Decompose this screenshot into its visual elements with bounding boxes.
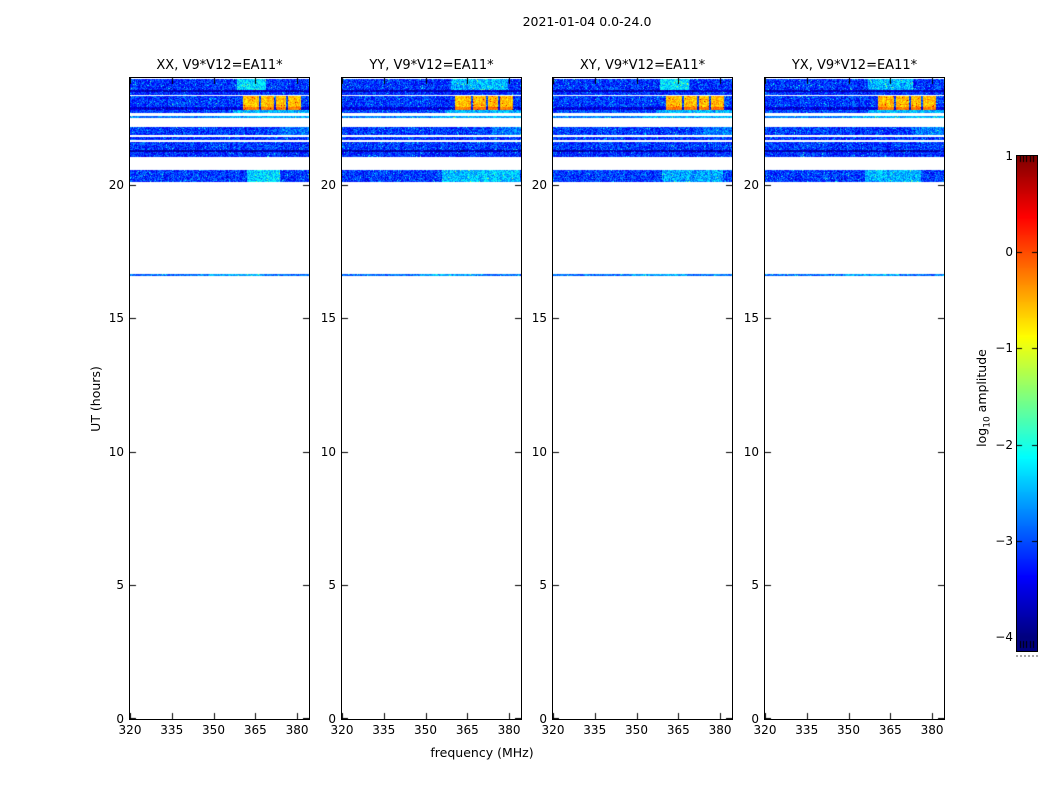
x-tick-label: 365 bbox=[878, 723, 902, 737]
x-tick-label: 320 bbox=[541, 723, 565, 737]
x-tick-label: 365 bbox=[243, 723, 267, 737]
colorbar-label-subscript: 10 bbox=[982, 416, 993, 428]
spectrogram-canvas-yy bbox=[342, 78, 521, 719]
x-tick-label: 335 bbox=[372, 723, 396, 737]
y-tick-label: 5 bbox=[328, 578, 336, 593]
x-axis-label: frequency (MHz) bbox=[430, 745, 534, 760]
spectrogram-canvas-xy bbox=[553, 78, 732, 719]
x-tick-label: 320 bbox=[753, 723, 777, 737]
x-tick-label: 350 bbox=[625, 723, 648, 737]
y-tick-label: 20 bbox=[531, 177, 547, 192]
figure-title: 2021-01-04 0.0-24.0 bbox=[522, 14, 652, 29]
y-tick-label: 10 bbox=[531, 444, 547, 459]
x-tick-label: 365 bbox=[455, 723, 479, 737]
spectrogram-panel-xx bbox=[129, 77, 310, 720]
colorbar-label-prefix: log bbox=[974, 427, 989, 447]
y-tick-label: 5 bbox=[539, 578, 547, 593]
colorbar bbox=[1016, 155, 1038, 652]
y-axis-label: UT (hours) bbox=[88, 366, 103, 432]
spectrogram-canvas-xx bbox=[130, 78, 309, 719]
x-tick-label: 380 bbox=[285, 723, 309, 737]
y-tick-label: 0 bbox=[116, 712, 124, 726]
y-tick-label: 10 bbox=[743, 444, 759, 459]
y-tick-label: 10 bbox=[320, 444, 336, 459]
y-tick-label: 15 bbox=[108, 311, 124, 326]
x-tick-label: 335 bbox=[160, 723, 184, 737]
x-tick-label: 320 bbox=[330, 723, 354, 737]
spectrogram-panel-yy bbox=[341, 77, 522, 720]
spectrogram-panel-xy bbox=[552, 77, 733, 720]
x-tick-label: 335 bbox=[583, 723, 607, 737]
colorbar-tick-label: −2 bbox=[995, 437, 1013, 452]
x-tick-label: 380 bbox=[708, 723, 732, 737]
y-tick-label: 0 bbox=[539, 712, 547, 726]
x-tick-label: 350 bbox=[414, 723, 437, 737]
spectrogram-canvas-yx bbox=[765, 78, 944, 719]
y-tick-label: 20 bbox=[743, 177, 759, 192]
x-tick-label: 365 bbox=[666, 723, 690, 737]
colorbar-extend-dots bbox=[1016, 655, 1038, 657]
panel-title-yx: YX, V9*V12=EA11* bbox=[791, 58, 918, 73]
colorbar-tick-label: −4 bbox=[995, 630, 1013, 644]
colorbar-tick-label: −1 bbox=[995, 341, 1013, 356]
x-tick-label: 350 bbox=[202, 723, 225, 737]
x-tick-label: 335 bbox=[795, 723, 819, 737]
y-tick-label: 20 bbox=[108, 177, 124, 192]
panel-title-yy: YY, V9*V12=EA11* bbox=[369, 58, 494, 73]
y-tick-label: 0 bbox=[328, 712, 336, 726]
x-tick-label: 380 bbox=[497, 723, 521, 737]
panel-title-xx: XX, V9*V12=EA11* bbox=[156, 58, 283, 73]
y-tick-label: 5 bbox=[116, 578, 124, 593]
colorbar-tick-label: −3 bbox=[995, 533, 1013, 548]
x-tick-label: 350 bbox=[837, 723, 860, 737]
colorbar-label-suffix: amplitude bbox=[974, 349, 989, 417]
x-tick-label: 320 bbox=[118, 723, 142, 737]
panel-title-xy: XY, V9*V12=EA11* bbox=[579, 58, 706, 73]
y-tick-label: 15 bbox=[743, 311, 759, 326]
y-tick-label: 15 bbox=[320, 311, 336, 326]
y-tick-label: 15 bbox=[531, 311, 547, 326]
spectrogram-panel-yx bbox=[764, 77, 945, 720]
colorbar-tick-label: 1 bbox=[1005, 149, 1013, 163]
y-tick-label: 5 bbox=[751, 578, 759, 593]
y-tick-label: 10 bbox=[108, 444, 124, 459]
x-tick-label: 380 bbox=[920, 723, 944, 737]
colorbar-canvas bbox=[1017, 156, 1037, 651]
colorbar-tick-label: 0 bbox=[1005, 245, 1013, 260]
y-tick-label: 0 bbox=[751, 712, 759, 726]
y-tick-label: 20 bbox=[320, 177, 336, 192]
